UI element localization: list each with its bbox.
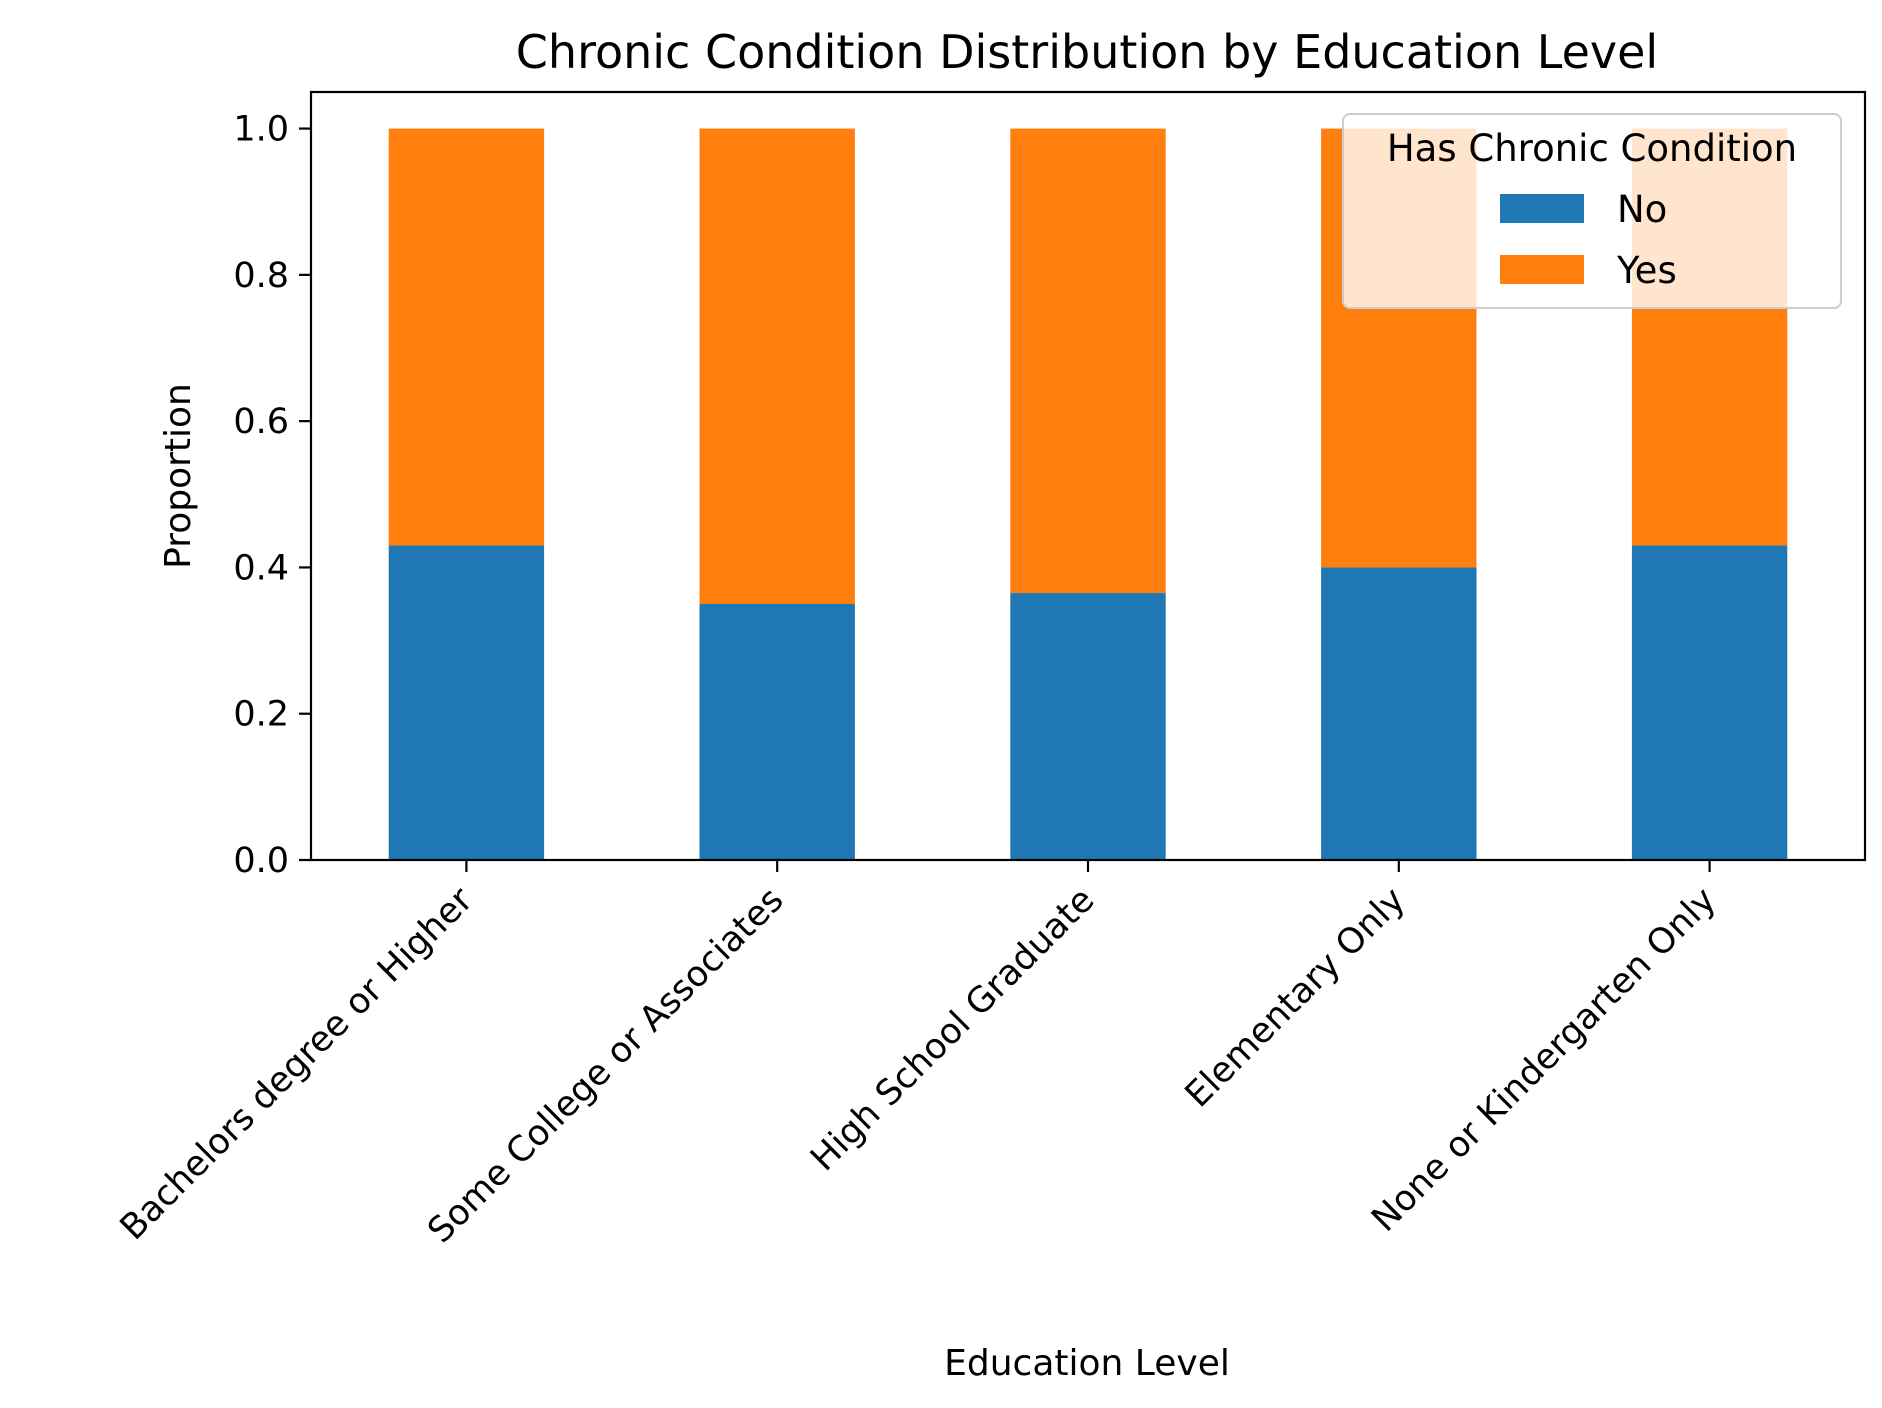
- legend-label-yes: Yes: [1616, 249, 1677, 292]
- bar-yes-high-school-graduate: [1010, 128, 1166, 594]
- bars-group: [388, 128, 1788, 860]
- bar-no-none-or-kindergarten-only: [1631, 545, 1788, 860]
- legend-swatch-yes: [1500, 255, 1584, 284]
- y-tick-label: 0.2: [233, 695, 289, 735]
- bar-no-high-school-graduate: [1010, 593, 1166, 860]
- x-tick-label-high-school-graduate: High School Graduate: [803, 880, 1102, 1179]
- bar-no-bachelors-degree-or-higher: [388, 545, 545, 860]
- legend-label-no: No: [1617, 188, 1667, 231]
- bar-no-some-college-or-associates: [699, 604, 855, 860]
- legend-title: Has Chronic Condition: [1387, 127, 1797, 170]
- x-tick-label-elementary-only: Elementary Only: [1178, 880, 1413, 1115]
- y-tick-label: 1.0: [233, 110, 289, 150]
- x-tick-label-some-college-or-associates: Some College or Associates: [420, 880, 791, 1251]
- y-tick-label: 0.0: [233, 841, 289, 881]
- y-tick-label: 0.8: [233, 256, 289, 296]
- x-tick-label-bachelors-degree-or-higher: Bachelors degree or Higher: [113, 880, 481, 1248]
- x-tick-label-none-or-kindergarten-only: None or Kindergarten Only: [1364, 880, 1724, 1240]
- y-axis: 0.0 0.2 0.4 0.6 0.8 1.0: [233, 110, 311, 881]
- bar-no-elementary-only: [1321, 567, 1477, 860]
- legend-swatch-no: [1500, 194, 1584, 223]
- legend-box: [1342, 113, 1842, 309]
- bar-yes-bachelors-degree-or-higher: [388, 128, 545, 546]
- legend: Has Chronic Condition No Yes: [1342, 113, 1842, 309]
- y-tick-label: 0.6: [233, 402, 289, 442]
- chart-title: Chronic Condition Distribution by Educat…: [516, 25, 1658, 79]
- y-tick-label: 0.4: [233, 548, 289, 588]
- bar-yes-some-college-or-associates: [699, 128, 855, 605]
- x-axis-label: Education Level: [944, 1343, 1230, 1384]
- y-axis-label: Proportion: [158, 383, 199, 569]
